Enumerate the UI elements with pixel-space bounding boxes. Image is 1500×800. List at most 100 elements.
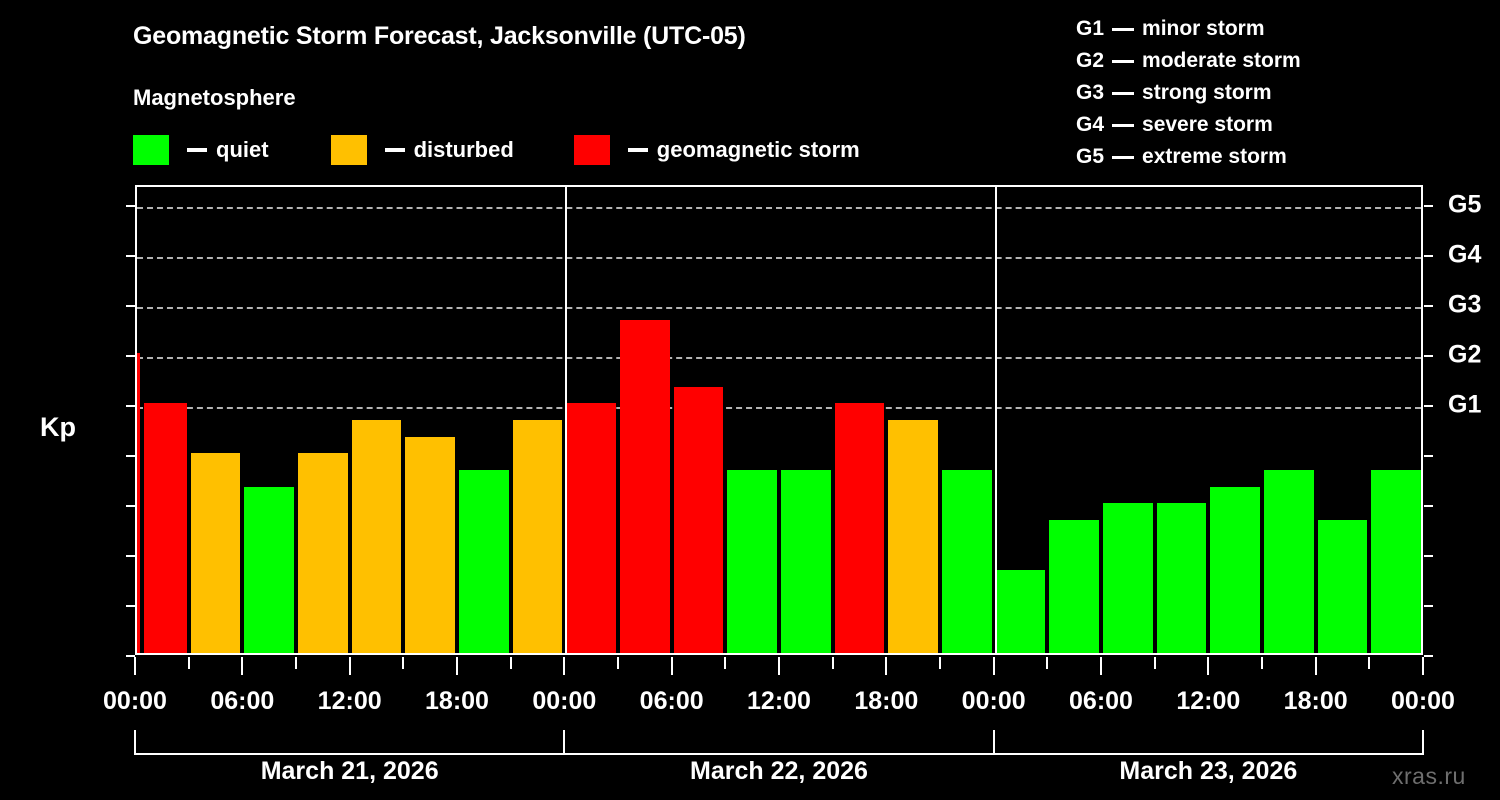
storm-legend-text: geomagnetic storm	[656, 137, 860, 162]
day-bracket-line	[135, 753, 565, 755]
x-minor-tick	[831, 657, 834, 669]
legend-dash-icon	[627, 148, 648, 152]
x-minor-tick	[509, 657, 512, 669]
x-minor-tick	[402, 657, 405, 669]
quiet-legend-text: quiet	[216, 137, 269, 162]
x-minor-tick	[187, 657, 190, 669]
g-axis-minor-tick	[1424, 255, 1433, 257]
bar-quiet	[1210, 486, 1260, 653]
g-desc: strong storm	[1142, 81, 1272, 104]
bar-quiet	[1049, 519, 1099, 653]
x-tick	[134, 657, 136, 675]
g-scale-legend: G1 minor storm G2 moderate storm G3 strong st…	[1076, 13, 1301, 173]
x-minor-tick	[617, 657, 619, 669]
disturbed-legend-text: disturbed	[413, 137, 514, 162]
bar-quiet	[942, 469, 992, 653]
gridline	[137, 357, 1421, 359]
g-axis-minor-tick	[1424, 305, 1433, 307]
x-tick	[456, 657, 458, 675]
g-axis-label: G4	[1448, 240, 1482, 269]
quiet-legend-swatch	[133, 135, 169, 165]
legend: quiet disturbed geomagnetic storm	[133, 134, 860, 166]
day-bracket-tick	[992, 730, 995, 755]
day-label: March 23, 2026	[1119, 757, 1298, 785]
g-axis-label: G3	[1448, 290, 1482, 319]
day-bracket-line	[993, 753, 1423, 755]
legend-dash-icon	[187, 148, 207, 152]
y-tick	[126, 455, 135, 457]
x-minor-tick	[1153, 657, 1156, 669]
legend-dash-icon	[384, 148, 405, 152]
x-tick	[885, 657, 888, 675]
x-tick	[1100, 657, 1102, 675]
bar-quiet	[1317, 519, 1368, 653]
gridline	[137, 257, 1421, 259]
bar-storm	[620, 319, 670, 653]
g-scale-line-g1: G1 minor storm	[1076, 13, 1301, 45]
x-tick-label: 00:00	[103, 687, 167, 715]
bar-disturbed	[351, 419, 402, 653]
g-code: G2	[1076, 49, 1105, 72]
y-tick	[126, 605, 135, 607]
day-bracket-line	[564, 753, 994, 755]
x-tick-label: 06:00	[210, 687, 275, 715]
g-axis-minor-tick	[1424, 605, 1433, 607]
em-dash-icon	[1112, 59, 1135, 63]
y-tick	[126, 405, 135, 407]
bar-disturbed	[888, 419, 938, 653]
page-title: Geomagnetic Storm Forecast, Jacksonville…	[133, 22, 746, 50]
bar-quiet	[1103, 503, 1153, 653]
x-tick	[992, 657, 995, 675]
g-axis-minor-tick	[1424, 405, 1433, 407]
y-tick	[126, 505, 135, 507]
bar-quiet	[1264, 469, 1314, 653]
bar-storm	[673, 386, 724, 653]
x-tick-label: 18:00	[1283, 687, 1348, 715]
x-minor-tick	[1261, 657, 1263, 669]
y-tick	[126, 655, 135, 657]
bar-quiet	[727, 469, 777, 653]
g-axis-minor-tick	[1424, 205, 1433, 207]
watermark: xras.ru	[1392, 763, 1466, 789]
bar-quiet	[244, 486, 294, 653]
g-axis-minor-tick	[1424, 505, 1433, 507]
disturbed-legend: disturbed	[330, 135, 514, 165]
x-tick-label: 06:00	[1069, 687, 1133, 715]
y-axis-title: Kp	[40, 412, 76, 442]
x-tick	[563, 657, 566, 675]
day-separator	[565, 187, 568, 653]
bar-disturbed	[512, 419, 563, 653]
g-axis-minor-tick	[1424, 655, 1433, 657]
disturbed-legend-swatch	[330, 135, 367, 165]
y-tick	[126, 555, 135, 557]
plot-area	[135, 185, 1423, 655]
bar-disturbed	[298, 453, 348, 653]
em-dash-icon	[1112, 155, 1135, 159]
x-tick-label: 12:00	[317, 687, 382, 715]
y-tick	[126, 355, 135, 357]
x-tick-label: 00:00	[961, 687, 1026, 715]
day-label: March 21, 2026	[260, 757, 439, 785]
em-dash-icon	[1112, 91, 1135, 95]
gridline	[137, 207, 1421, 209]
g-desc: minor storm	[1142, 17, 1265, 40]
bar-quiet	[781, 469, 831, 653]
g-axis-minor-tick	[1424, 555, 1433, 557]
x-minor-tick	[1368, 657, 1371, 669]
x-tick-label: 06:00	[639, 687, 704, 715]
x-tick-label: 00:00	[1391, 687, 1455, 715]
g-code: G3	[1076, 81, 1105, 104]
bar-disturbed	[405, 436, 455, 653]
storm-legend-swatch	[573, 135, 610, 165]
day-bracket-tick	[134, 730, 136, 755]
x-tick	[241, 657, 244, 675]
x-minor-tick	[1046, 657, 1049, 669]
g-scale-line-g2: G2 moderate storm	[1076, 45, 1301, 77]
gridline	[137, 307, 1421, 309]
x-tick	[1207, 657, 1210, 675]
x-tick	[670, 657, 673, 675]
day-separator	[994, 187, 997, 653]
x-minor-tick	[295, 657, 297, 669]
x-tick-label: 00:00	[532, 687, 597, 715]
